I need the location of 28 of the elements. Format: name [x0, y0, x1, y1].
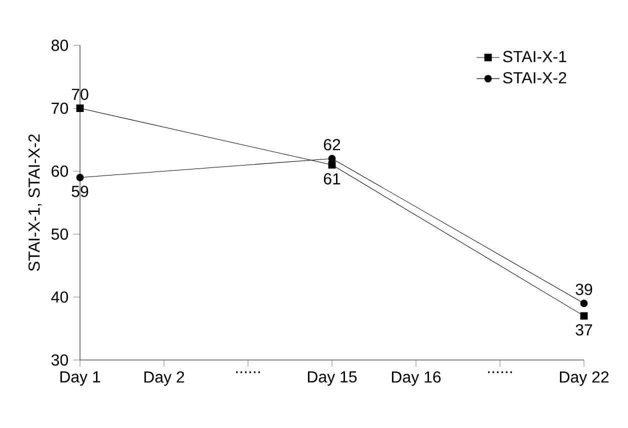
data-label: 70: [72, 88, 88, 100]
data-label: 59: [72, 186, 88, 198]
y-tick-label: 60: [52, 166, 68, 177]
legend-label: STAI-X-2: [503, 72, 566, 84]
x-tick-label: Day 2: [144, 371, 184, 386]
y-tick-label: 50: [51, 228, 68, 240]
point: [580, 312, 588, 320]
x-tick-label: Day 15: [308, 371, 357, 386]
data-label: 61: [324, 173, 340, 184]
x-tick-label: ......: [488, 371, 512, 374]
data-label: 39: [576, 284, 592, 296]
y-axis-title: STAI-X-1, STAI-X-2: [28, 134, 42, 271]
x-tick-label: Day 16: [392, 371, 441, 386]
point: [328, 154, 336, 162]
data-label: 37: [576, 324, 592, 336]
x-tick-label: Day 22: [560, 371, 609, 386]
y-tick-label: 40: [51, 291, 68, 303]
x-tick-label: ......: [236, 371, 260, 374]
data-label: 62: [324, 139, 340, 150]
y-tick-label: 80: [52, 40, 68, 51]
point: [328, 161, 336, 169]
legend-label: STAI-X-1: [503, 50, 566, 62]
y-tick-label: 30: [51, 354, 68, 366]
point: [580, 300, 588, 308]
x-tick-label: Day 1: [60, 371, 100, 386]
y-tick-label: 70: [52, 102, 68, 114]
point: [76, 174, 84, 182]
point: [76, 104, 84, 112]
